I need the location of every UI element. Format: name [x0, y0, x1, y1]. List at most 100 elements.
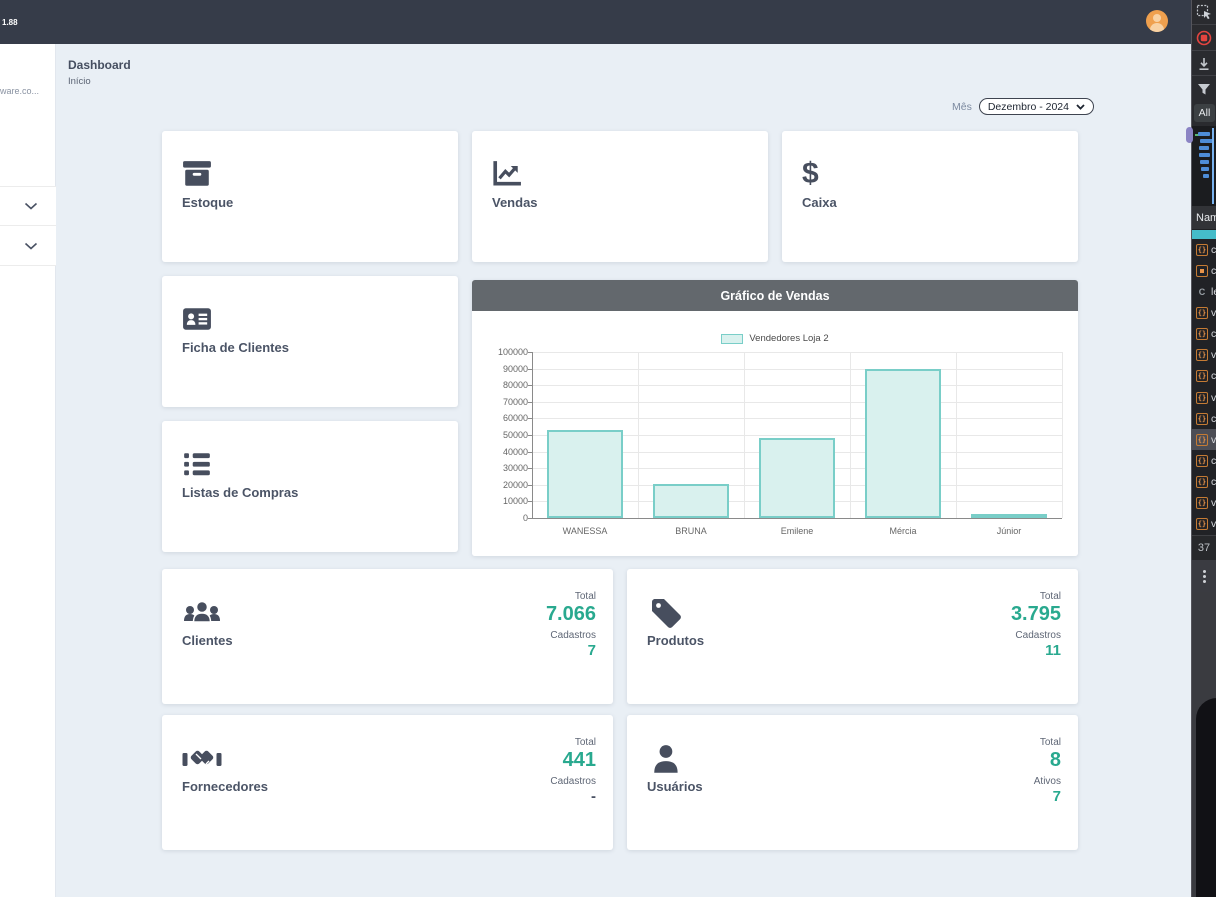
chevron-down-icon [24, 202, 38, 210]
js-file-icon: {} [1196, 370, 1208, 383]
network-request-row[interactable]: {} v [1192, 302, 1216, 323]
chart-bar [865, 369, 941, 518]
overlay-corner [1196, 698, 1216, 897]
card-usuarios: Usuários Total 8 Ativos 7 [627, 715, 1078, 850]
network-request-row[interactable]: {} c [1192, 239, 1216, 260]
network-request-row[interactable]: {} v [1192, 387, 1216, 408]
request-name: c [1211, 476, 1216, 489]
id-card-icon [183, 308, 211, 330]
network-request-row[interactable]: {} c [1192, 366, 1216, 387]
chart-plot [528, 352, 1063, 519]
import-har-button[interactable] [1192, 52, 1216, 76]
top-navbar: 1.88 [0, 0, 1216, 44]
js-file-icon: {} [1196, 497, 1208, 510]
metric-value: 8 [1049, 749, 1061, 771]
network-request-row[interactable]: c [1192, 260, 1216, 281]
app-version-label: 1.88 [2, 18, 18, 27]
request-name: c [1211, 328, 1216, 341]
sidebar-item-menu-1[interactable] [0, 186, 56, 226]
chevron-down-icon [24, 242, 38, 250]
x-axis-tick: Júnior [996, 526, 1022, 536]
month-filter-label: Mês [952, 100, 972, 113]
network-request-row[interactable]: {} c [1192, 450, 1216, 471]
overview-bar [1201, 167, 1209, 171]
js-file-icon: {} [1196, 518, 1208, 531]
card-label: Ficha de Clientes [182, 340, 289, 355]
metric-label: Total [1039, 591, 1061, 602]
users-icon [184, 600, 220, 623]
network-request-row[interactable]: {} c [1192, 324, 1216, 345]
kebab-dot [1202, 574, 1206, 578]
kebab-dot [1202, 569, 1206, 573]
metric-label: Cadastros [550, 630, 596, 641]
card-label: Produtos [647, 633, 705, 648]
y-axis-tick: 70000 [502, 396, 528, 407]
chevron-down-icon [1076, 103, 1085, 110]
filter-all-chip[interactable]: All [1194, 104, 1215, 122]
legend-swatch [721, 333, 744, 344]
network-request-row[interactable]: Cle [1192, 281, 1216, 302]
name-column-header[interactable]: Nam [1192, 206, 1216, 230]
overview-bar [1198, 132, 1210, 136]
devtools-panel: All Nam {}ccCle{}v{}c{}v{}c{}v{}c{}v{}c{… [1191, 0, 1216, 897]
user-avatar[interactable] [1146, 10, 1168, 32]
network-filter-button[interactable] [1192, 77, 1216, 101]
y-axis-tick: 20000 [502, 479, 528, 490]
network-request-row[interactable]: {} v [1192, 429, 1216, 451]
sidebar: ware.co... [0, 44, 56, 897]
y-axis-tick: 30000 [502, 463, 528, 474]
card-produtos: Produtos Total 3.795 Cadastros 11 [627, 569, 1078, 704]
selected-row-strip [1192, 230, 1216, 239]
network-request-row[interactable]: {} v [1192, 493, 1216, 514]
image-file-icon [1196, 264, 1208, 277]
record-network-button[interactable] [1192, 26, 1216, 51]
js-file-icon: {} [1196, 476, 1208, 489]
card-label: Listas de Compras [182, 485, 299, 500]
y-axis-tick: 40000 [502, 446, 528, 457]
card-vendas[interactable]: Vendas [472, 131, 768, 262]
request-name: c [1211, 243, 1216, 256]
chart-body: Vendedores Loja 2 0 10000 20000 30000 40000 5… [472, 311, 1078, 556]
month-select[interactable]: Dezembro - 2024 [978, 98, 1094, 115]
network-request-row[interactable]: {} v [1192, 345, 1216, 366]
metric-value: 11 [1045, 642, 1061, 659]
chart-line-icon [493, 161, 521, 186]
metric-value: 7 [587, 642, 596, 659]
request-name: c [1211, 454, 1216, 467]
request-name: v [1211, 433, 1216, 446]
card-ficha-de-clientes[interactable]: Ficha de Clientes [162, 276, 458, 407]
dollar-icon: $ [802, 157, 819, 190]
card-caixa[interactable]: $ Caixa [782, 131, 1078, 262]
x-axis-tick: Emilene [780, 526, 814, 536]
card-label: Caixa [802, 195, 837, 210]
overview-bar [1199, 153, 1210, 157]
card-listas-de-compras[interactable]: Listas de Compras [162, 421, 458, 552]
chart-bar [547, 430, 623, 518]
network-request-row[interactable]: {} v [1192, 514, 1216, 535]
month-select-value: Dezembro - 2024 [987, 100, 1069, 113]
metric-value: - [591, 788, 596, 805]
x-axis-tick: Mércia [889, 526, 917, 536]
card-label: Vendas [492, 195, 538, 210]
chart-bar [653, 483, 729, 518]
drag-handle[interactable] [1186, 127, 1193, 143]
request-name: v [1211, 391, 1216, 404]
inspect-icon [1196, 4, 1211, 20]
network-request-row[interactable]: {} c [1192, 408, 1216, 429]
inspect-element-button[interactable] [1192, 0, 1216, 25]
request-name: c [1211, 370, 1216, 383]
y-axis-tick: 60000 [502, 413, 528, 424]
card-estoque[interactable]: Estoque [162, 131, 458, 262]
more-options-button[interactable] [1192, 560, 1216, 592]
request-name: c [1211, 412, 1216, 425]
y-axis-tick: 0 [522, 513, 528, 523]
overview-bar [1203, 174, 1209, 178]
network-overview[interactable] [1192, 126, 1216, 206]
chart-bar [759, 438, 835, 518]
sidebar-item-menu-2[interactable] [0, 226, 56, 266]
y-axis-tick: 90000 [502, 363, 528, 374]
sidebar-brand-label: ware.co... [0, 86, 40, 96]
handshake-icon [182, 750, 222, 766]
kebab-dot [1202, 579, 1206, 583]
network-request-row[interactable]: {} c [1192, 472, 1216, 493]
